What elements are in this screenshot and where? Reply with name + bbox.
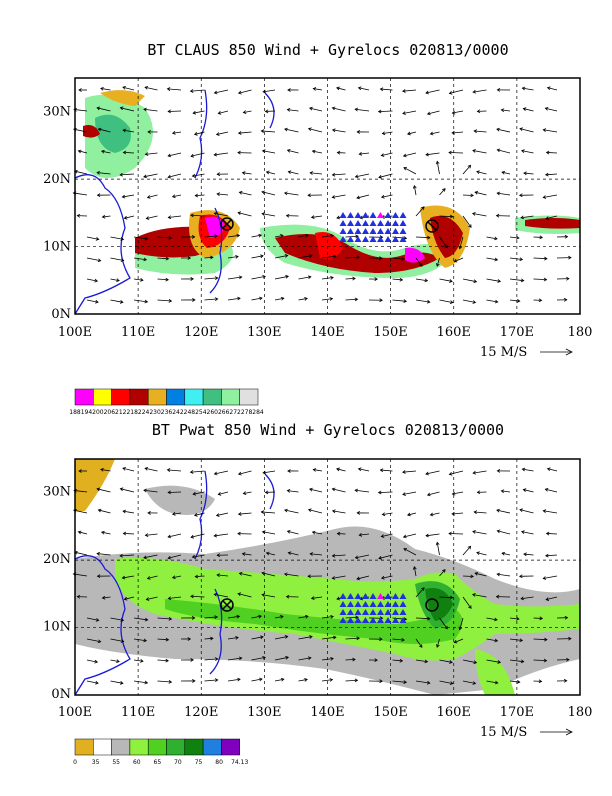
colorbar-swatch [148, 389, 166, 405]
colorbar-label: 284 [252, 409, 264, 416]
colorbar-label: 212 [115, 409, 127, 416]
colorbar-swatch [221, 739, 239, 755]
y-tick-label: 0N [51, 687, 71, 702]
colorbar-label: 242 [172, 409, 184, 416]
x-tick-label: 170E [500, 325, 534, 340]
colorbar-swatch [93, 739, 111, 755]
colorbar-swatch [112, 389, 130, 405]
panel2-map [73, 459, 580, 695]
colorbar-label: 75 [195, 759, 203, 766]
x-tick-label: 120E [184, 705, 218, 720]
colorbar-swatch [130, 739, 148, 755]
x-tick-label: 160E [437, 705, 471, 720]
y-tick-label: 10N [43, 240, 71, 255]
colorbar-label: 248 [184, 409, 196, 416]
y-tick-label: 10N [43, 620, 71, 635]
x-tick-label: 100E [58, 705, 92, 720]
y-tick-label: 20N [43, 172, 71, 187]
x-tick-label: 160E [437, 325, 471, 340]
colorbar-swatch [221, 389, 239, 405]
colorbar-label: 80 [215, 759, 223, 766]
colorbar-label: 200 [92, 409, 104, 416]
colorbar-label: 65 [154, 759, 162, 766]
colorbar-label: 254 [195, 409, 207, 416]
colorbar-label: 266 [218, 409, 230, 416]
colorbar-swatch [112, 739, 130, 755]
colorbar-swatch [240, 389, 258, 405]
panel2-title: BT Pwat 850 Wind + Gyrelocs 020813/0000 [152, 421, 504, 439]
x-tick-label: 180 [568, 705, 593, 720]
panel2-ref-vector: 15 M/S [480, 725, 527, 740]
y-tick-label: 30N [43, 485, 71, 500]
colorbar-swatch [167, 389, 185, 405]
y-tick-label: 20N [43, 552, 71, 567]
colorbar-swatch [185, 389, 203, 405]
x-tick-label: 150E [373, 705, 407, 720]
x-tick-label: 100E [58, 325, 92, 340]
colorbar-swatch [93, 389, 111, 405]
colorbar-label: 218 [126, 409, 138, 416]
colorbar-swatch [167, 739, 185, 755]
colorbar-swatch [185, 739, 203, 755]
panel1-ref-vector: 15 M/S [480, 345, 527, 360]
colorbar-label: 224 [138, 409, 150, 416]
colorbar-label: 55 [112, 759, 120, 766]
colorbar-label: 278 [241, 409, 253, 416]
colorbar-label: 70 [174, 759, 182, 766]
colorbar-label: 206 [104, 409, 116, 416]
x-tick-label: 130E [247, 325, 281, 340]
x-tick-label: 180 [568, 325, 593, 340]
colorbar-label: 272 [229, 409, 241, 416]
colorbar-swatch [75, 389, 93, 405]
x-tick-label: 110E [121, 705, 155, 720]
colorbar-swatch [203, 739, 221, 755]
x-tick-label: 120E [184, 325, 218, 340]
x-tick-label: 110E [121, 325, 155, 340]
x-tick-label: 130E [247, 705, 281, 720]
colorbar-label: 188 [69, 409, 81, 416]
x-tick-label: 140E [310, 705, 344, 720]
colorbar-label: 260 [207, 409, 219, 416]
x-tick-label: 170E [500, 705, 534, 720]
colorbar-swatch [148, 739, 166, 755]
panel2-colorbar: 0 35 55 60 65 70 75 80 74.13 [73, 739, 248, 766]
colorbar-label: 0 [73, 759, 77, 766]
y-tick-label: 30N [43, 105, 71, 120]
colorbar-label: 230 [149, 409, 161, 416]
colorbar-label: 236 [161, 409, 173, 416]
colorbar-label: 60 [133, 759, 141, 766]
panel1-title: BT CLAUS 850 Wind + Gyrelocs 020813/0000 [147, 41, 508, 59]
colorbar-swatch [203, 389, 221, 405]
x-tick-label: 140E [310, 325, 344, 340]
colorbar-swatch [130, 389, 148, 405]
colorbar-label: 35 [92, 759, 100, 766]
colorbar-swatch [75, 739, 93, 755]
panel1-map [73, 78, 580, 314]
colorbar-label: 194 [81, 409, 93, 416]
x-tick-label: 150E [373, 325, 407, 340]
colorbar-label: 74.13 [231, 759, 248, 766]
y-tick-label: 0N [51, 307, 71, 322]
